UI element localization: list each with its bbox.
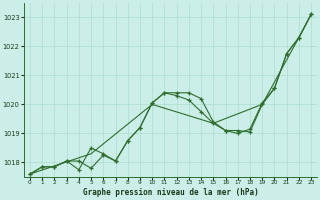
X-axis label: Graphe pression niveau de la mer (hPa): Graphe pression niveau de la mer (hPa) (83, 188, 258, 197)
